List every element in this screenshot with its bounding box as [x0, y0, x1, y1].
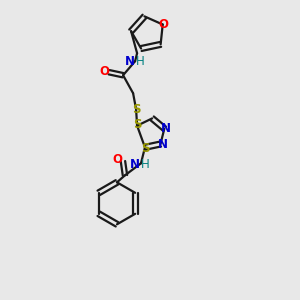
- Text: O: O: [159, 18, 169, 31]
- Text: H: H: [136, 55, 145, 68]
- Text: S: S: [133, 118, 141, 131]
- Text: O: O: [99, 65, 109, 78]
- Text: S: S: [132, 103, 140, 116]
- Text: O: O: [112, 153, 122, 166]
- Text: N: N: [130, 158, 140, 171]
- Text: N: N: [158, 137, 167, 151]
- Text: N: N: [125, 55, 135, 68]
- Text: H: H: [141, 158, 149, 171]
- Text: N: N: [161, 122, 171, 135]
- Text: S: S: [141, 142, 149, 155]
